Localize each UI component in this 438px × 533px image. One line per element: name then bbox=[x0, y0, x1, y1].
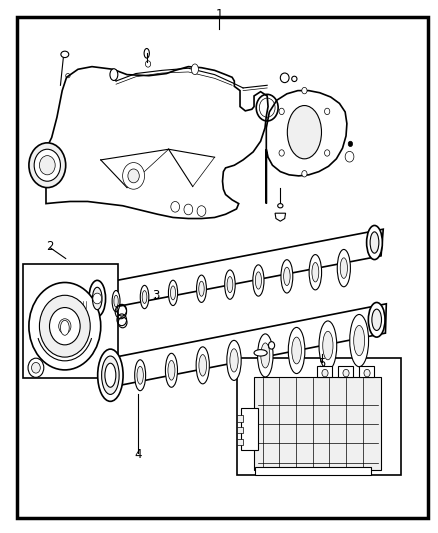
Circle shape bbox=[28, 358, 44, 377]
Ellipse shape bbox=[281, 260, 293, 293]
Ellipse shape bbox=[225, 270, 235, 300]
Bar bbox=[23, 264, 118, 378]
Circle shape bbox=[325, 150, 330, 156]
Ellipse shape bbox=[140, 285, 149, 309]
Polygon shape bbox=[266, 91, 347, 204]
Ellipse shape bbox=[340, 258, 347, 278]
Text: 5: 5 bbox=[318, 357, 325, 370]
Ellipse shape bbox=[135, 360, 145, 391]
Bar bbox=[237, 439, 243, 445]
Ellipse shape bbox=[197, 275, 206, 302]
Circle shape bbox=[32, 362, 40, 373]
Circle shape bbox=[39, 156, 55, 175]
Circle shape bbox=[348, 141, 353, 147]
Ellipse shape bbox=[255, 272, 261, 289]
Bar bbox=[255, 467, 371, 475]
Ellipse shape bbox=[191, 64, 198, 75]
Ellipse shape bbox=[227, 341, 241, 381]
Polygon shape bbox=[101, 304, 386, 389]
Ellipse shape bbox=[168, 360, 175, 380]
Circle shape bbox=[128, 169, 139, 183]
Ellipse shape bbox=[227, 277, 233, 293]
Bar bbox=[237, 358, 401, 475]
Text: 4: 4 bbox=[134, 448, 142, 461]
Circle shape bbox=[34, 149, 60, 181]
Polygon shape bbox=[90, 229, 383, 312]
Ellipse shape bbox=[196, 347, 209, 384]
Ellipse shape bbox=[137, 366, 143, 384]
Ellipse shape bbox=[367, 225, 382, 260]
Circle shape bbox=[39, 295, 90, 357]
Circle shape bbox=[123, 163, 145, 189]
Circle shape bbox=[322, 369, 328, 377]
Circle shape bbox=[171, 201, 180, 212]
Ellipse shape bbox=[92, 287, 102, 310]
Bar bbox=[359, 366, 374, 377]
Ellipse shape bbox=[142, 290, 147, 303]
Circle shape bbox=[59, 319, 71, 334]
Circle shape bbox=[29, 282, 101, 370]
Bar bbox=[338, 366, 353, 377]
Ellipse shape bbox=[60, 320, 69, 335]
Circle shape bbox=[279, 150, 284, 156]
Ellipse shape bbox=[199, 281, 204, 296]
Ellipse shape bbox=[144, 49, 149, 58]
Circle shape bbox=[268, 342, 275, 349]
Ellipse shape bbox=[292, 337, 301, 364]
Ellipse shape bbox=[98, 349, 123, 401]
Circle shape bbox=[49, 308, 80, 345]
Circle shape bbox=[325, 108, 330, 115]
Circle shape bbox=[197, 206, 206, 216]
Ellipse shape bbox=[102, 356, 119, 394]
Ellipse shape bbox=[368, 302, 385, 337]
Text: 1: 1 bbox=[215, 9, 223, 21]
Bar bbox=[241, 408, 258, 450]
Ellipse shape bbox=[350, 314, 368, 367]
Circle shape bbox=[93, 293, 102, 304]
Ellipse shape bbox=[337, 249, 350, 287]
Polygon shape bbox=[275, 213, 286, 221]
Circle shape bbox=[364, 369, 370, 377]
Polygon shape bbox=[64, 300, 90, 310]
Ellipse shape bbox=[112, 290, 120, 312]
Circle shape bbox=[302, 171, 307, 177]
Ellipse shape bbox=[170, 286, 176, 300]
Bar bbox=[317, 366, 332, 377]
Ellipse shape bbox=[254, 350, 267, 356]
Bar bbox=[254, 377, 381, 470]
Ellipse shape bbox=[284, 267, 290, 286]
Circle shape bbox=[29, 143, 66, 188]
Polygon shape bbox=[46, 67, 268, 219]
Bar bbox=[237, 427, 243, 433]
Text: 3: 3 bbox=[152, 289, 159, 302]
Ellipse shape bbox=[169, 280, 178, 305]
Ellipse shape bbox=[89, 280, 106, 317]
Ellipse shape bbox=[258, 334, 273, 377]
Circle shape bbox=[302, 87, 307, 94]
Circle shape bbox=[184, 204, 193, 215]
Ellipse shape bbox=[319, 321, 337, 370]
Ellipse shape bbox=[253, 265, 264, 296]
Ellipse shape bbox=[166, 353, 177, 387]
Ellipse shape bbox=[323, 332, 333, 360]
Ellipse shape bbox=[105, 364, 116, 387]
Ellipse shape bbox=[309, 255, 321, 290]
Ellipse shape bbox=[110, 69, 118, 80]
Text: 2: 2 bbox=[46, 240, 54, 253]
Ellipse shape bbox=[61, 51, 69, 58]
Ellipse shape bbox=[370, 232, 379, 253]
Ellipse shape bbox=[261, 343, 270, 368]
Ellipse shape bbox=[278, 204, 283, 208]
Circle shape bbox=[279, 108, 284, 115]
Ellipse shape bbox=[230, 349, 238, 372]
Ellipse shape bbox=[288, 327, 305, 374]
Ellipse shape bbox=[372, 309, 381, 330]
Ellipse shape bbox=[199, 354, 207, 376]
Ellipse shape bbox=[312, 263, 319, 282]
Bar bbox=[237, 415, 243, 422]
Ellipse shape bbox=[354, 326, 364, 356]
Ellipse shape bbox=[114, 295, 118, 307]
Circle shape bbox=[343, 369, 349, 377]
Ellipse shape bbox=[287, 106, 321, 159]
